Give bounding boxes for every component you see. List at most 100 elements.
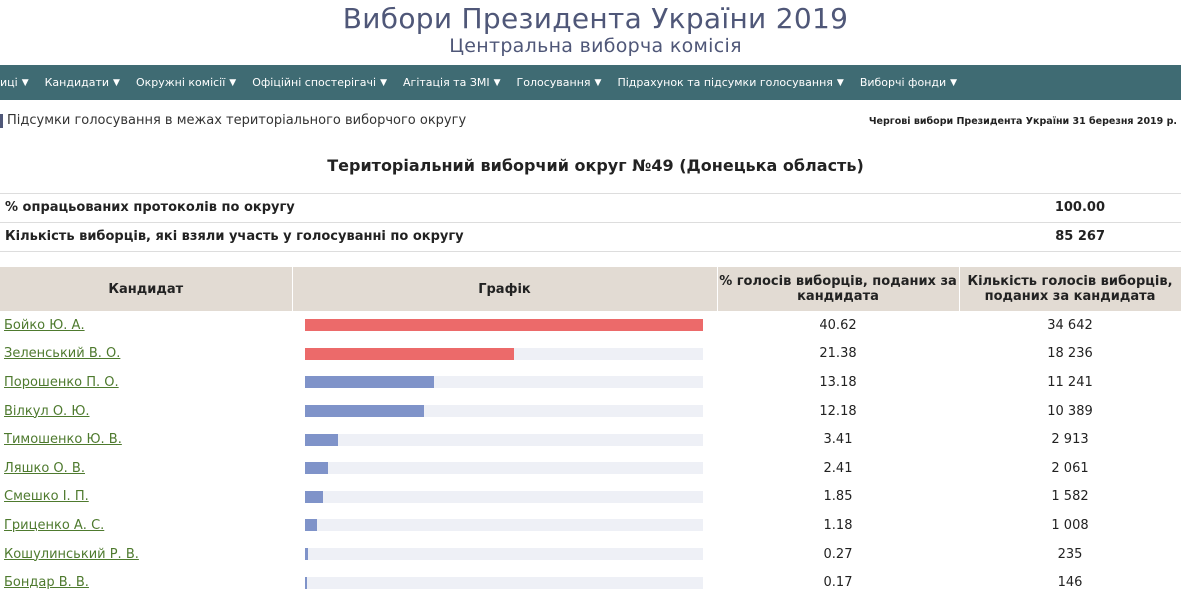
- candidate-link[interactable]: Бондар В. В.: [4, 575, 89, 591]
- percent-cell: 40.62: [819, 317, 857, 333]
- bar-fill: [305, 462, 328, 475]
- candidate-link[interactable]: Ляшко О. В.: [4, 460, 85, 476]
- nav-label: Виборчі фонди: [859, 76, 947, 89]
- candidate-link[interactable]: Зеленський В. О.: [4, 346, 121, 362]
- header-chart: Графік: [292, 267, 718, 311]
- nav-item-voting[interactable]: Голосування ▼: [517, 76, 602, 89]
- bar-track: [305, 405, 703, 418]
- candidate-cell: Тимошенко Ю. В.: [0, 425, 292, 454]
- chart-cell: [292, 397, 717, 426]
- nav-item-observers[interactable]: Офіційні спостерігачі ▼: [252, 76, 387, 89]
- nav-item-election-funds[interactable]: Виборчі фонди ▼: [860, 76, 957, 89]
- chart-cell: [292, 425, 717, 454]
- election-name: Чергові вибори Президента України 31 бер…: [868, 116, 1177, 127]
- nav-label: Офіційні спостерігачі: [252, 76, 377, 89]
- candidate-link[interactable]: Смешко І. П.: [4, 489, 89, 505]
- chart-cell: [292, 454, 717, 483]
- caret-down-icon: ▼: [950, 77, 958, 88]
- summary-row-turnout: Кількість виборців, які взяли участь у г…: [0, 222, 1181, 252]
- candidate-link[interactable]: Вілкул О. Ю.: [4, 403, 90, 419]
- count-cell: 10 389: [1047, 403, 1093, 419]
- percent-cell: 0.17: [823, 575, 853, 591]
- page-subtitle: Центральна виборча комісія: [449, 35, 742, 57]
- summary-value: 100.00: [1054, 200, 1105, 215]
- chart-cell: [292, 340, 717, 369]
- percent-cell: 2.41: [823, 460, 853, 476]
- info-bar: Підсумки голосування в межах територіаль…: [0, 110, 1181, 132]
- table-row: Гриценко А. С. 1.18 1 008: [0, 511, 1181, 540]
- count-cell: 11 241: [1047, 374, 1093, 390]
- chart-cell: [292, 568, 717, 597]
- caret-down-icon: ▼: [493, 77, 501, 88]
- caret-down-icon: ▼: [113, 77, 120, 88]
- bar-fill: [305, 490, 323, 503]
- bar-track: [305, 490, 703, 503]
- nav-label: Окружні комісії: [135, 76, 226, 89]
- table-header-row: Кандидат Графік % голосів виборців, пода…: [0, 267, 1181, 311]
- caret-down-icon: ▼: [836, 77, 844, 88]
- page-header: Вибори Президента України 2019 Центральн…: [0, 0, 1181, 64]
- nav-item-district-commissions[interactable]: Окружні комісії ▼: [136, 76, 236, 89]
- count-cell: 2 913: [1051, 432, 1089, 448]
- count-cell: 235: [1057, 546, 1083, 562]
- candidate-link[interactable]: Кошулинський Р. В.: [4, 546, 139, 562]
- nav-label: Агітація та ЗМІ: [403, 76, 490, 89]
- table-body: Бойко Ю. А. 40.62 34 642 Зеленський В. О. 21…: [0, 311, 1181, 597]
- nav-label: Голосування: [516, 76, 591, 89]
- table-row: Порошенко П. О. 13.18 11 241: [0, 368, 1181, 397]
- candidate-cell: Вілкул О. Ю.: [0, 397, 292, 426]
- chart-cell: [292, 483, 717, 512]
- nav-label: Кандидати: [44, 76, 110, 89]
- results-table: Кандидат Графік % голосів виборців, пода…: [0, 267, 1181, 597]
- caret-down-icon: ▼: [594, 77, 602, 88]
- caret-down-icon: ▼: [229, 77, 237, 88]
- header-count: Кількість голосів виборців, поданих за к…: [959, 267, 1181, 311]
- nav-label: Підрахунок та підсумки голосування: [617, 76, 833, 89]
- table-row: Кошулинський Р. В. 0.27 235: [0, 540, 1181, 569]
- candidate-cell: Порошенко П. О.: [0, 368, 292, 397]
- nav-item-0[interactable]: иці ▼: [0, 76, 29, 89]
- summary-table: % опрацьованих протоколів по округу 100.…: [0, 193, 1181, 252]
- table-row: Бондар В. В. 0.17 146: [0, 568, 1181, 597]
- bar-track: [305, 433, 703, 446]
- nav-item-candidates[interactable]: Кандидати ▼: [45, 76, 120, 89]
- percent-cell: 3.41: [823, 432, 853, 448]
- bar-fill: [305, 433, 338, 446]
- percent-cell: 0.27: [823, 546, 853, 562]
- summary-row-protocols: % опрацьованих протоколів по округу 100.…: [0, 193, 1181, 222]
- bar-track: [305, 462, 703, 475]
- nav-item-campaign-media[interactable]: Агітація та ЗМІ ▼: [403, 76, 501, 89]
- table-row: Смешко І. П. 1.85 1 582: [0, 483, 1181, 512]
- candidate-link[interactable]: Гриценко А. С.: [4, 517, 105, 533]
- candidate-link[interactable]: Тимошенко Ю. В.: [4, 432, 122, 448]
- candidate-cell: Бондар В. В.: [0, 568, 292, 597]
- bar-track: [305, 548, 703, 561]
- nav-label: иці: [0, 76, 18, 89]
- count-cell: 1 008: [1051, 517, 1089, 533]
- candidate-cell: Ляшко О. В.: [0, 454, 292, 483]
- chart-cell: [292, 511, 717, 540]
- count-cell: 34 642: [1047, 317, 1093, 333]
- chart-cell: [292, 540, 717, 569]
- bar-fill: [305, 519, 317, 532]
- bar-track: [305, 519, 703, 532]
- table-row: Ляшко О. В. 2.41 2 061: [0, 454, 1181, 483]
- caret-down-icon: ▼: [380, 77, 388, 88]
- percent-cell: 13.18: [819, 374, 857, 390]
- chart-cell: [292, 368, 717, 397]
- summary-label: Кількість виборців, які взяли участь у г…: [5, 229, 464, 244]
- table-row: Вілкул О. Ю. 12.18 10 389: [0, 397, 1181, 426]
- district-title: Територіальний виборчий округ №49 (Донец…: [327, 156, 864, 175]
- bar-track: [305, 347, 703, 360]
- nav-item-results[interactable]: Підрахунок та підсумки голосування ▼: [617, 76, 843, 89]
- bar-fill: [305, 405, 424, 418]
- summary-label: % опрацьованих протоколів по округу: [5, 200, 295, 215]
- table-row: Зеленський В. О. 21.38 18 236: [0, 340, 1181, 369]
- bar-fill: [305, 576, 307, 589]
- candidate-link[interactable]: Бойко Ю. А.: [4, 317, 85, 333]
- count-cell: 18 236: [1047, 346, 1093, 362]
- candidate-link[interactable]: Порошенко П. О.: [4, 374, 119, 390]
- candidate-cell: Кошулинський Р. В.: [0, 540, 292, 569]
- candidate-cell: Смешко І. П.: [0, 483, 292, 512]
- bar-track: [305, 319, 703, 332]
